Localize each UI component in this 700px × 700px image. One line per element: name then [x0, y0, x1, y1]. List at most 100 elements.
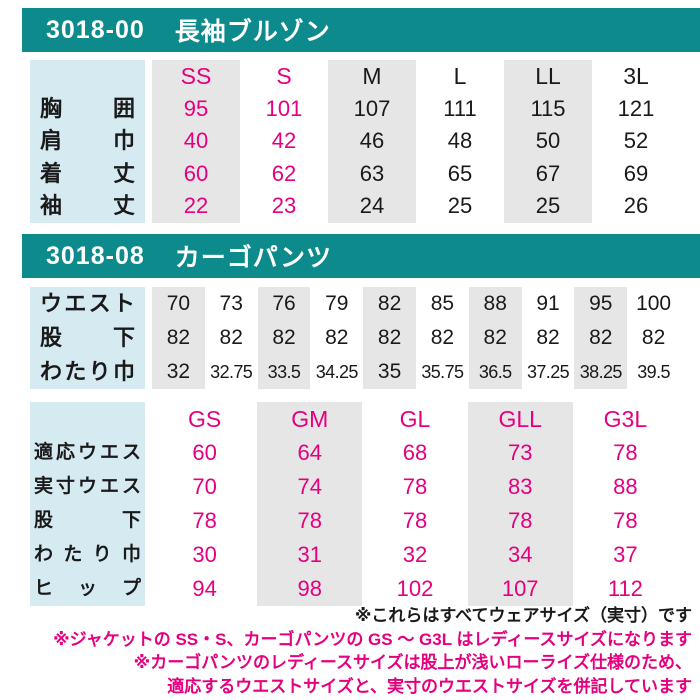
- size-value: 60: [192, 440, 217, 465]
- pants-ladies-size-table: GSGMGLGLLG3L適応ウエスト6064687378実寸ウエスト707478…: [30, 402, 678, 606]
- column-gap: [145, 355, 152, 389]
- size-value: 82: [430, 326, 455, 349]
- size-value: 95: [574, 287, 628, 321]
- size-value: 31: [257, 538, 363, 572]
- size-table-corner: [30, 402, 145, 436]
- pants-header-bar: 3018-08 カーゴパンツ: [22, 234, 700, 278]
- size-value: 32: [402, 542, 428, 567]
- size-value: 24: [328, 190, 416, 223]
- size-value: 25: [504, 190, 592, 223]
- size-value: 78: [402, 508, 428, 533]
- size-value: 79: [325, 292, 349, 315]
- size-value: 82: [152, 321, 205, 355]
- row-label: 着丈: [30, 157, 145, 190]
- column-gap: [145, 190, 152, 223]
- size-table-corner: [30, 60, 145, 93]
- size-value: 65: [447, 160, 473, 186]
- column-gap: [145, 572, 152, 606]
- row-label: 適応ウエスト: [30, 436, 145, 470]
- size-value: 42: [271, 128, 297, 153]
- size-value: 82: [641, 326, 666, 349]
- size-value: 98: [257, 572, 363, 606]
- size-value: 22: [152, 190, 240, 223]
- pants-waist-size-table: ウエスト 70 73 76 79 82 85 88 91 95 100 股下 82 82 82 82 82 82 8…: [30, 287, 680, 389]
- row-label: わたり巾: [30, 538, 145, 572]
- jacket-header-bar: 3018-00 長袖ブルゾン: [22, 8, 700, 52]
- size-header-ss: SS: [152, 60, 240, 93]
- column-gap: [145, 287, 152, 321]
- size-value: 111: [443, 95, 477, 121]
- size-header-gm: GM: [257, 402, 363, 436]
- column-gap: [145, 470, 152, 504]
- row-label: 肩巾: [30, 125, 145, 158]
- size-value: 100: [636, 292, 672, 315]
- size-header-ll: LL: [504, 60, 592, 93]
- size-value: 82: [219, 326, 243, 349]
- row-label: ウエスト: [30, 287, 145, 321]
- jacket-product-code: 3018-00: [46, 15, 145, 44]
- row-label: 袖丈: [30, 190, 145, 223]
- size-value: 78: [257, 504, 363, 538]
- size-value: 62: [271, 160, 297, 186]
- size-value: 39.5: [637, 362, 670, 382]
- size-value: 78: [613, 440, 638, 465]
- footnote-line: ※ジャケットの SS・S、カーゴパンツの GS ～ G3L はレディースサイズに…: [53, 629, 692, 649]
- size-value: 82: [468, 321, 522, 355]
- size-header-l: L: [453, 63, 467, 89]
- row-label: 股下: [30, 321, 145, 355]
- size-value: 76: [257, 287, 311, 321]
- size-value: 107: [328, 92, 416, 125]
- size-value: 91: [536, 292, 560, 315]
- size-value: 35: [363, 355, 416, 389]
- size-header-gs: GS: [187, 406, 222, 432]
- size-value: 30: [192, 542, 217, 567]
- size-value: 73: [467, 436, 573, 470]
- size-value: 32: [152, 355, 205, 389]
- row-label: 実寸ウエスト: [30, 470, 145, 504]
- size-value: 63: [328, 157, 416, 190]
- column-gap: [145, 92, 152, 125]
- size-value: 64: [257, 436, 363, 470]
- column-gap: [145, 504, 152, 538]
- size-value: 36.5: [468, 355, 522, 389]
- size-value: 78: [613, 508, 638, 533]
- size-value: 33.5: [257, 355, 311, 389]
- column-gap: [145, 321, 152, 355]
- size-value: 82: [574, 321, 628, 355]
- size-value: 115: [504, 92, 592, 125]
- size-value: 78: [192, 508, 217, 533]
- size-value: 112: [607, 576, 643, 601]
- size-value: 26: [623, 193, 649, 218]
- size-value: 69: [623, 160, 649, 186]
- size-value: 23: [271, 193, 297, 218]
- pants-product-code: 3018-08: [46, 241, 145, 270]
- size-value: 74: [257, 470, 363, 504]
- size-header-3l: 3L: [623, 63, 649, 89]
- footnote-line: 適応するウエストサイズと、実寸のウエストサイズを併記しています: [167, 676, 692, 696]
- size-value: 82: [363, 287, 416, 321]
- footnote-line: ※これらはすべてウェアサイズ（実寸）です: [354, 606, 692, 625]
- column-gap: [145, 538, 152, 572]
- footnote-line: ※カーゴパンツのレディースサイズは股上が浅いローライズ仕様のため、: [133, 653, 692, 672]
- size-value: 34.25: [315, 362, 359, 382]
- size-value: 85: [430, 292, 455, 315]
- size-value: 82: [363, 321, 416, 355]
- size-value: 78: [402, 474, 428, 499]
- size-header-g3l: G3L: [603, 406, 648, 432]
- size-value: 67: [504, 157, 592, 190]
- row-label: ヒップ: [30, 572, 145, 606]
- size-value: 46: [328, 125, 416, 158]
- size-header-gl: GL: [399, 406, 431, 432]
- size-value: 88: [468, 287, 522, 321]
- size-value: 60: [152, 157, 240, 190]
- size-value: 38.25: [574, 355, 628, 389]
- footnotes: ※これらはすべてウェアサイズ（実寸）です ※ジャケットの SS・S、カーゴパンツの…: [0, 604, 692, 698]
- size-value: 73: [219, 292, 243, 315]
- size-header-m: M: [328, 60, 416, 93]
- column-gap: [145, 60, 152, 93]
- row-label: 股下: [30, 504, 145, 538]
- size-value: 82: [257, 321, 311, 355]
- size-value: 102: [396, 576, 434, 601]
- size-value: 107: [467, 572, 573, 606]
